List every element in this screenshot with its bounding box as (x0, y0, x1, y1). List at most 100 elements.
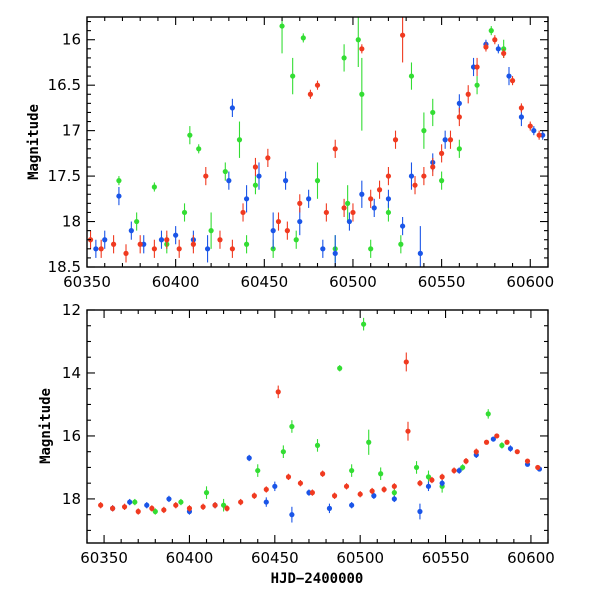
top-panel-red-data-point (536, 132, 542, 138)
bottom-panel-red-data-point (494, 433, 500, 439)
top-panel-red-data-point (509, 78, 516, 84)
top-panel-red-data-point (412, 182, 418, 188)
bottom-panel-red-data-point (514, 449, 520, 455)
top-panel-blue-data-point (346, 218, 353, 225)
top-panel-y-tick-label: 16 (62, 31, 81, 49)
top-panel-red-data-point (98, 246, 104, 252)
bottom-panel-frame (86, 309, 549, 544)
bottom-panel-blue-data-point (439, 480, 445, 486)
top-panel-x-tick-label: 60450 (240, 273, 288, 291)
bottom-panel-blue-data-point (246, 455, 252, 461)
top-panel-red-data-point (323, 209, 329, 216)
top-panel-green-data-point (236, 137, 243, 143)
top-panel-y-tick-label: 18.5 (48, 258, 81, 276)
top-panel-blue-data-point (495, 46, 501, 52)
top-panel-blue-data-point (417, 250, 423, 256)
top-panel-red-data-point (190, 241, 196, 247)
bottom-panel-y-tick-label: 16 (62, 427, 81, 445)
top-panel-green-data-point (368, 246, 374, 252)
bottom-panel-red-data-point (331, 493, 338, 499)
top-panel-red-data-point (314, 82, 321, 88)
top-panel-red-data-point (151, 246, 157, 252)
bottom-panel-red-data-point (121, 504, 128, 510)
top-panel-green-data-point (408, 73, 415, 79)
bottom-panel-green-data-point (460, 464, 466, 471)
bottom-panel-red-data-point (212, 502, 218, 508)
bottom-panel-green-data-point (280, 449, 286, 455)
bottom-panel-ticks: 60350 60400 60450 60500 60550 60600 12 14 16 18 (62, 301, 555, 567)
bottom-panel-y-tick-label: 14 (62, 364, 81, 382)
bottom-panel-red-data-point (429, 477, 435, 483)
top-panel-blue-data-point (226, 178, 232, 184)
bottom-panel-red-data-point (343, 483, 350, 489)
top-panel-green-data-point (345, 200, 351, 206)
top-panel-x-tick-label: 60550 (418, 273, 466, 291)
bottom-panel-red-data-point (98, 502, 104, 508)
top-panel-y-tick-label: 16.5 (48, 76, 81, 94)
bottom-panel-red-data-point (285, 474, 292, 480)
top-panel-green-data-point (341, 55, 347, 61)
top-panel-green-data-point (456, 146, 462, 152)
bottom-panel-red-data-point (275, 389, 281, 395)
bottom-panel-red-data-point (161, 507, 167, 513)
bottom-panel-green-data-point (361, 321, 367, 327)
top-panel-red-data-point (332, 146, 338, 152)
bottom-panel-red-data-point (110, 505, 116, 511)
top-panel-red-data-point (123, 250, 129, 256)
bottom-panel-red-data-point (483, 439, 490, 445)
top-panel-green-data-point (252, 182, 259, 188)
top-panel-red-data-point (421, 173, 427, 179)
bottom-panel-y-tick-label: 12 (62, 301, 81, 319)
top-panel-ticks: 60350 60400 60450 60500 60550 60600 16 16.5 17 17… (48, 17, 554, 291)
top-panel-blue-data-point (400, 223, 406, 229)
bottom-panel-blue-data-point (144, 502, 150, 508)
bottom-panel-green-data-point (485, 411, 491, 417)
bottom-panel-red-data-point (439, 474, 445, 480)
bottom-panel-red-data-point (473, 449, 479, 455)
bottom-panel-red-data-point (186, 505, 193, 511)
top-panel-blue-data-point (518, 114, 525, 120)
top-panel-y-tick-label: 17 (62, 122, 81, 140)
top-panel-red-data-point (518, 105, 525, 111)
bottom-panel-blue-data-point (391, 496, 397, 502)
top-panel-blue-data-point (282, 178, 289, 184)
bottom-panel-green-data-point (289, 423, 295, 430)
top-panel-red-data-point (176, 246, 182, 252)
bottom-panel-blue-data-point (263, 499, 269, 505)
bottom-panel-red-data-point (263, 486, 269, 493)
bottom-panel-blue-data-point (326, 505, 333, 511)
top-panel-green-data-point (488, 28, 494, 34)
top-panel-green-data-point (439, 178, 445, 184)
top-panel-green-data-point (430, 109, 436, 116)
bottom-panel-red-data-point (320, 471, 326, 477)
bottom-panel-green-data-point (203, 490, 210, 496)
top-panel-green-data-point (385, 209, 392, 216)
top-panel-green-data-point (181, 209, 188, 216)
bottom-panel-green-data-point (337, 365, 343, 371)
bottom-panel-red-data-point (405, 428, 411, 434)
top-panel-blue-data-point (229, 105, 235, 111)
top-panel-green-data-point (290, 73, 296, 79)
top-panel-red-data-point (368, 196, 374, 202)
bottom-panel-red-data-point (451, 467, 457, 474)
top-panel-blue-data-point (332, 250, 338, 256)
top-panel-x-tick-label: 60500 (329, 273, 377, 291)
top-panel-blue-data-point (531, 128, 537, 134)
top-panel-green-data-point (300, 35, 306, 41)
bottom-panel-red-data-point (149, 505, 155, 511)
top-panel-green-data-point (293, 237, 299, 243)
bottom-panel-y-tick-label: 18 (62, 490, 81, 508)
top-panel-green-data-point (421, 128, 427, 134)
bottom-panel-red-data-point (357, 491, 363, 497)
top-panel-red-data-point (465, 91, 471, 97)
bottom-panel-x-tick-label: 60550 (422, 549, 470, 567)
top-panel-blue-data-point (128, 228, 134, 234)
top-panel-red-data-point (252, 164, 259, 170)
x-axis-title: HJD−2400000 (271, 571, 364, 587)
top-panel-green-data-point (196, 146, 202, 152)
top-panel-blue-data-point (93, 246, 99, 252)
bottom-panel-green-data-point (255, 467, 261, 474)
top-panel-green-data-point (314, 178, 321, 184)
bottom-panel-blue-data-point (166, 496, 172, 502)
